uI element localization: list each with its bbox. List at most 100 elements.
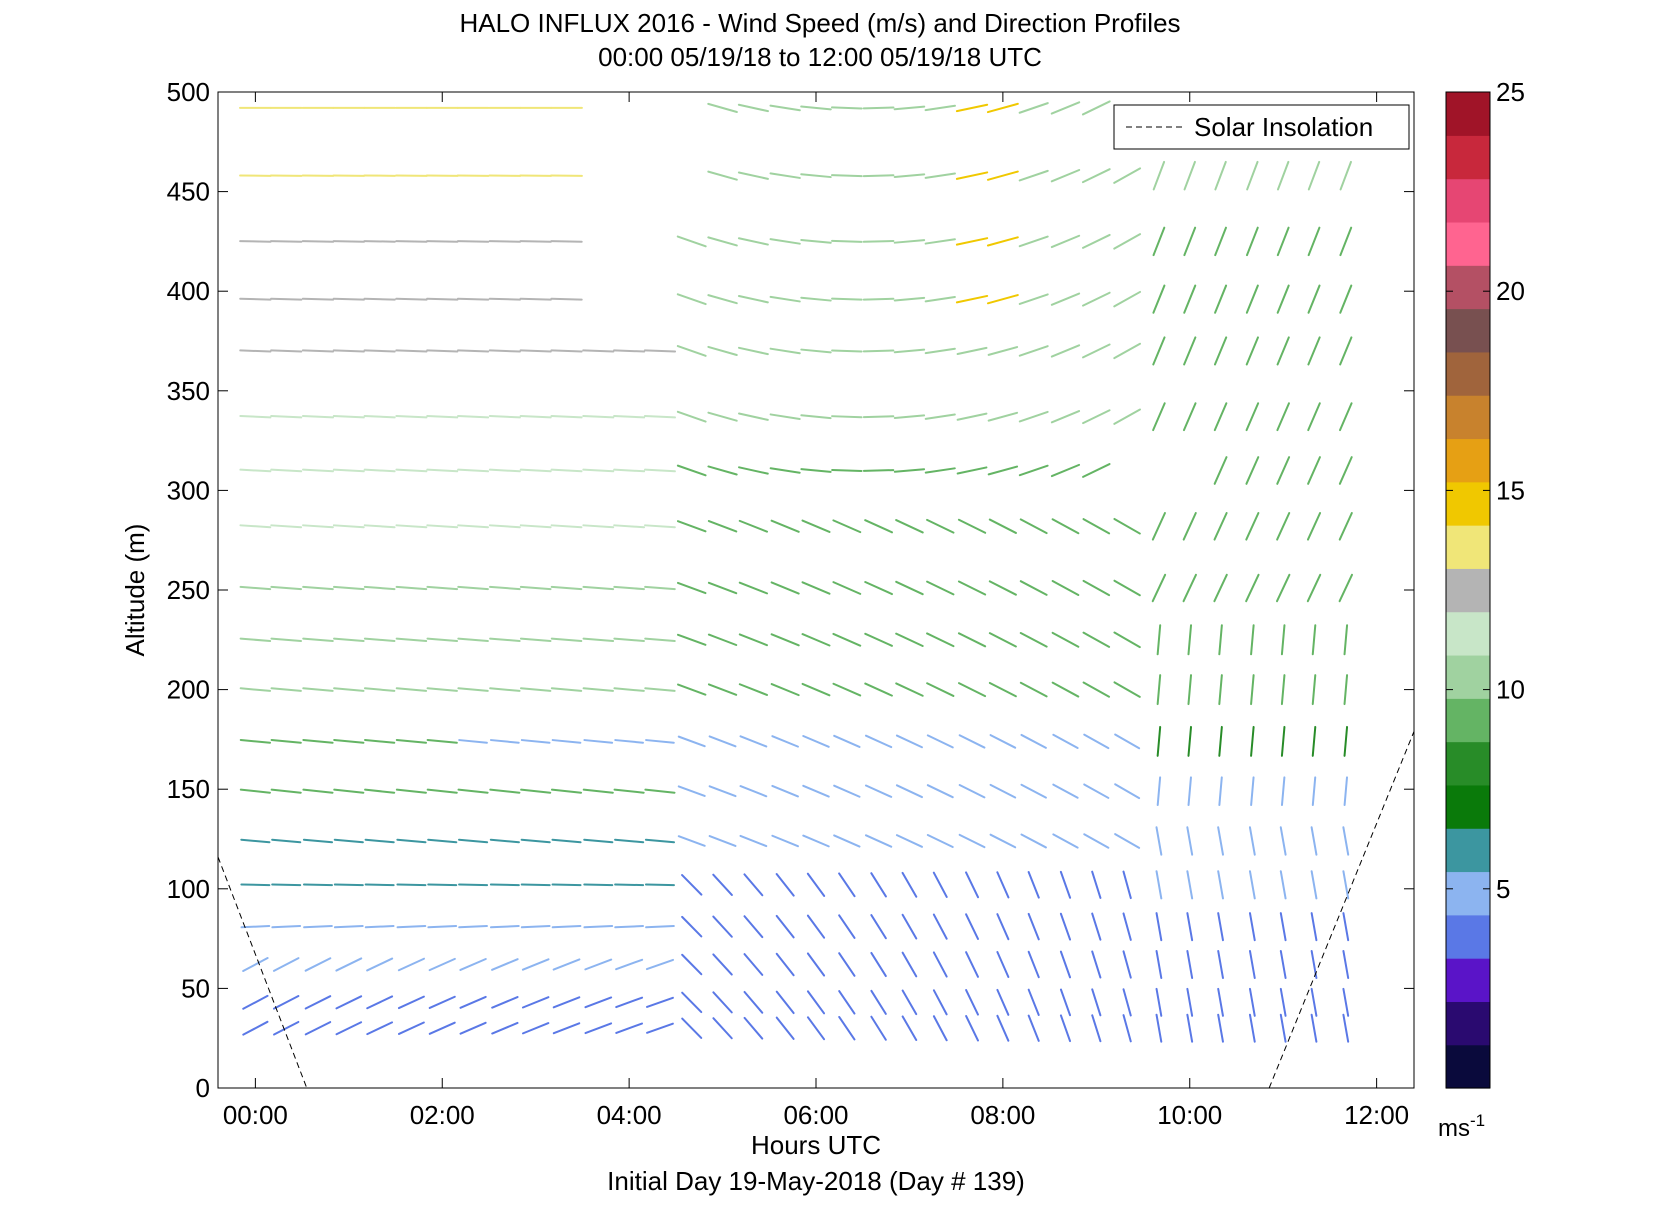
wind-vector xyxy=(644,687,676,692)
wind-vector xyxy=(491,996,519,1009)
colorbar-strip xyxy=(1446,308,1490,353)
wind-vector xyxy=(1113,517,1141,535)
wind-vector xyxy=(864,784,893,798)
wind-vector xyxy=(459,1021,487,1035)
wind-vector xyxy=(1018,235,1049,248)
wind-vector xyxy=(832,632,862,647)
wind-vector xyxy=(957,518,987,534)
x-axis-label: Hours UTC xyxy=(751,1130,881,1160)
wind-vector xyxy=(270,524,303,529)
wind-vector xyxy=(426,240,459,243)
wind-vector xyxy=(800,414,832,420)
wind-vector xyxy=(301,349,335,353)
wind-vector xyxy=(1183,336,1197,366)
wind-vector xyxy=(552,996,581,1009)
wind-vector xyxy=(769,413,801,420)
wind-vector xyxy=(932,1015,948,1042)
wind-vector xyxy=(864,734,893,749)
colorbar-tick-label: 25 xyxy=(1496,77,1525,107)
colorbar-strip xyxy=(1446,395,1490,440)
wind-vector xyxy=(335,957,363,972)
wind-vector xyxy=(924,347,956,355)
wind-vector xyxy=(1182,402,1197,432)
wind-vector xyxy=(1187,725,1193,757)
x-tick-label: 06:00 xyxy=(783,1100,848,1130)
wind-vector xyxy=(831,239,863,243)
wind-vector xyxy=(582,687,614,692)
wind-vector xyxy=(271,924,302,929)
y-tick-label: 300 xyxy=(167,475,210,505)
wind-vector xyxy=(988,580,1017,596)
wind-vector xyxy=(613,585,645,591)
wind-vector xyxy=(304,957,332,972)
wind-vector xyxy=(1152,284,1166,314)
wind-vector xyxy=(989,833,1017,849)
wind-vector xyxy=(519,687,552,692)
wind-vector xyxy=(519,349,552,353)
wind-vector xyxy=(614,739,644,744)
wind-vector xyxy=(926,518,955,534)
wind-vector xyxy=(457,687,489,692)
wind-vector xyxy=(1213,402,1228,432)
wind-vector xyxy=(1245,336,1259,366)
wind-vector xyxy=(521,1022,550,1035)
wind-vector xyxy=(550,468,583,473)
wind-vector xyxy=(1250,674,1255,706)
wind-vector xyxy=(489,883,520,887)
wind-vector xyxy=(926,632,955,648)
wind-vector xyxy=(335,1021,363,1036)
wind-vector xyxy=(332,240,366,243)
wind-vector xyxy=(428,995,456,1009)
wind-vector xyxy=(988,632,1017,648)
wind-vector xyxy=(707,683,738,696)
wind-vector xyxy=(332,349,365,353)
wind-vector xyxy=(676,345,707,357)
wind-vector xyxy=(1051,580,1080,596)
y-tick-label: 150 xyxy=(167,774,210,804)
wind-vector xyxy=(239,240,272,243)
wind-vector xyxy=(802,735,830,748)
wind-vector xyxy=(738,412,769,421)
wind-vector xyxy=(457,585,489,591)
wind-vector xyxy=(302,585,334,591)
wind-vector xyxy=(488,297,522,301)
colorbar-strip xyxy=(1446,611,1490,656)
wind-vector xyxy=(1155,987,1163,1017)
wind-vector xyxy=(996,1014,1010,1042)
wind-vector xyxy=(550,349,583,353)
y-tick-label: 350 xyxy=(167,376,210,406)
wind-vector xyxy=(1279,912,1287,942)
wind-vector xyxy=(1250,725,1255,757)
wind-vector xyxy=(1186,949,1194,980)
wind-vector xyxy=(864,519,893,534)
wind-vector xyxy=(1218,624,1223,656)
wind-vector xyxy=(770,519,800,533)
colorbar-strip xyxy=(1446,178,1490,223)
wind-vector xyxy=(1343,776,1349,807)
wind-vector xyxy=(426,687,458,692)
wind-vector xyxy=(712,991,733,1014)
wind-vector xyxy=(613,349,646,353)
wind-vector xyxy=(270,468,303,473)
wind-vector xyxy=(366,957,394,972)
wind-vector xyxy=(895,580,924,596)
wind-vector xyxy=(955,171,989,180)
colorbar-tick-label: 15 xyxy=(1496,475,1525,505)
wind-vector xyxy=(363,585,396,591)
wind-vector xyxy=(491,1021,519,1035)
wind-vector xyxy=(333,687,365,692)
wind-vector xyxy=(550,524,583,529)
x-tick-label: 04:00 xyxy=(597,1100,662,1130)
colorbar-strips xyxy=(1446,92,1490,1089)
wind-vector xyxy=(1280,624,1286,656)
wind-vector xyxy=(926,580,955,596)
wind-vector xyxy=(1019,580,1048,596)
wind-vector xyxy=(456,240,490,243)
colorbar-strip xyxy=(1446,481,1490,526)
wind-vector xyxy=(644,585,676,591)
wind-vector xyxy=(646,1022,674,1034)
wind-vector xyxy=(1307,226,1321,257)
wind-vector xyxy=(802,834,830,848)
wind-vector xyxy=(987,465,1019,476)
wind-vector xyxy=(1020,783,1047,799)
